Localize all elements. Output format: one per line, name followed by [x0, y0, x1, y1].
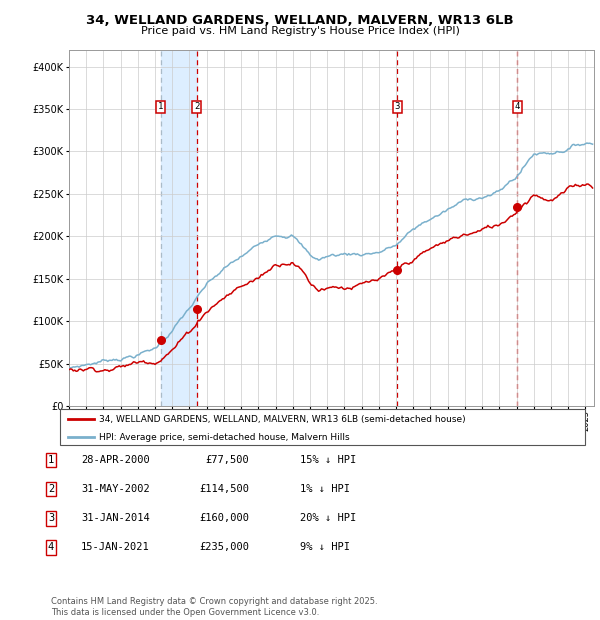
Text: £114,500: £114,500	[199, 484, 249, 494]
Text: HPI: Average price, semi-detached house, Malvern Hills: HPI: Average price, semi-detached house,…	[100, 433, 350, 441]
Text: 34, WELLAND GARDENS, WELLAND, MALVERN, WR13 6LB: 34, WELLAND GARDENS, WELLAND, MALVERN, W…	[86, 14, 514, 27]
Text: £235,000: £235,000	[199, 542, 249, 552]
Text: 28-APR-2000: 28-APR-2000	[81, 455, 150, 465]
Text: 1: 1	[158, 102, 163, 111]
Text: 3: 3	[48, 513, 54, 523]
Text: 15% ↓ HPI: 15% ↓ HPI	[300, 455, 356, 465]
Text: 9% ↓ HPI: 9% ↓ HPI	[300, 542, 350, 552]
Text: 3: 3	[395, 102, 400, 111]
Text: 15-JAN-2021: 15-JAN-2021	[81, 542, 150, 552]
Text: 1% ↓ HPI: 1% ↓ HPI	[300, 484, 350, 494]
FancyBboxPatch shape	[60, 409, 585, 445]
Text: 4: 4	[48, 542, 54, 552]
Text: Price paid vs. HM Land Registry's House Price Index (HPI): Price paid vs. HM Land Registry's House …	[140, 26, 460, 36]
Text: 4: 4	[515, 102, 520, 111]
Text: 34, WELLAND GARDENS, WELLAND, MALVERN, WR13 6LB (semi-detached house): 34, WELLAND GARDENS, WELLAND, MALVERN, W…	[100, 415, 466, 423]
Text: £160,000: £160,000	[199, 513, 249, 523]
Text: 2: 2	[194, 102, 199, 111]
Bar	[161, 50, 197, 406]
Text: 1: 1	[48, 455, 54, 465]
Text: 20% ↓ HPI: 20% ↓ HPI	[300, 513, 356, 523]
Text: 31-MAY-2002: 31-MAY-2002	[81, 484, 150, 494]
Text: 31-JAN-2014: 31-JAN-2014	[81, 513, 150, 523]
Text: Contains HM Land Registry data © Crown copyright and database right 2025.
This d: Contains HM Land Registry data © Crown c…	[51, 598, 377, 617]
Text: 2: 2	[48, 484, 54, 494]
Text: £77,500: £77,500	[205, 455, 249, 465]
